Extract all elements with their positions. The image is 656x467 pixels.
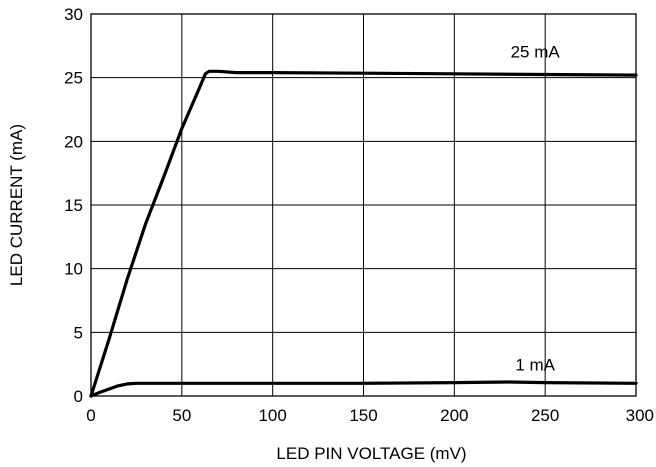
x-tick-label: 0: [86, 406, 95, 425]
y-tick-labels: 0 5 10 15 20 25 30: [64, 5, 83, 406]
x-tick-label: 300: [626, 406, 654, 425]
y-tick-label: 25: [64, 69, 83, 88]
x-tick-label: 200: [440, 406, 468, 425]
series-line-25ma: [89, 69, 638, 398]
series-annotation: 1 mA: [515, 356, 555, 375]
y-tick-label: 10: [64, 260, 83, 279]
series-annotation: 25 mA: [511, 42, 561, 61]
y-tick-label: 0: [74, 387, 83, 406]
x-tick-label: 50: [172, 406, 191, 425]
y-tick-label: 30: [64, 5, 83, 24]
grid-lines: [90, 13, 637, 397]
series-line-1ma: [89, 380, 638, 398]
x-tick-labels: 0 50 100 150 200 250 300: [86, 406, 654, 425]
plot-frame: [90, 13, 637, 397]
y-tick-label: 5: [74, 323, 83, 342]
series-lines: [89, 69, 638, 398]
y-tick-label: 20: [64, 132, 83, 151]
y-tick-label: 15: [64, 196, 83, 215]
series-annotations: 25 mA 1 mA: [511, 42, 561, 374]
x-axis-title: LED PIN VOLTAGE (mV): [276, 444, 466, 463]
y-axis-title: LED CURRENT (mA): [7, 124, 26, 286]
x-tick-label: 100: [258, 406, 286, 425]
x-tick-label: 150: [349, 406, 377, 425]
x-tick-label: 250: [531, 406, 559, 425]
